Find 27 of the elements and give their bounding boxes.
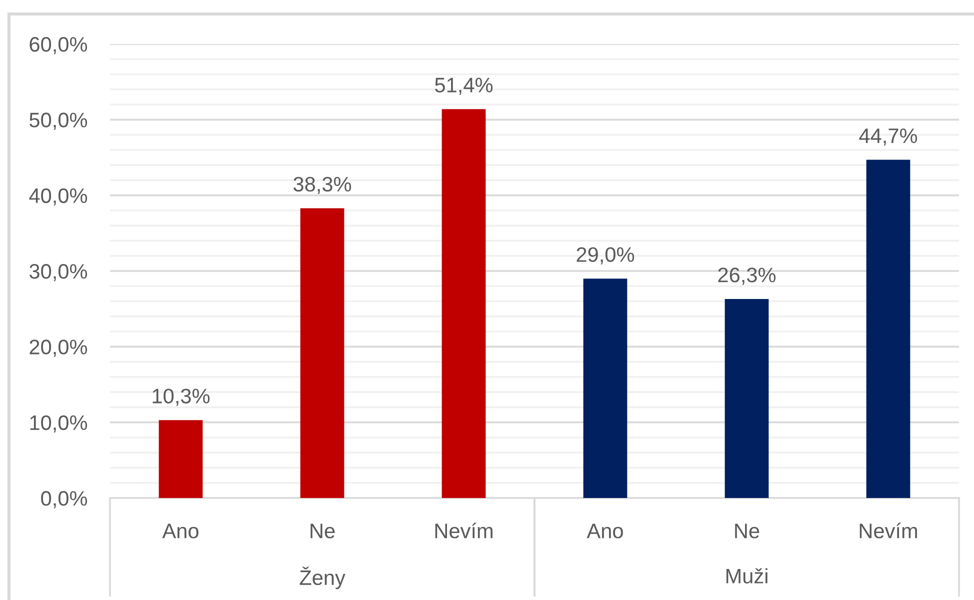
y-tick-label: 20,0% [30,340,88,357]
y-tick-label: 60,0% [30,37,88,54]
x-tick-label: Nevím [435,522,492,538]
bar [300,208,344,498]
data-label: 26,3% [718,268,776,285]
x-tick-label: Ano [162,524,198,538]
y-tick-label: 30,0% [30,264,88,282]
bar [583,278,628,498]
bar [866,160,910,498]
bar [158,420,203,498]
y-tick-label: 0,0% [41,491,88,508]
bar [442,109,486,498]
x-tick-label: Ano [586,524,623,538]
data-label: 44,7% [859,128,918,146]
bar [724,298,769,498]
text: Muži [726,568,768,584]
text: Ženy [300,566,346,590]
data-label: 38,3% [294,176,352,194]
data-label: 51,4% [435,78,493,95]
y-tick-label: 50,0% [30,112,88,130]
y-tick-label: 10,0% [30,415,88,433]
y-tick-label: 40,0% [29,188,88,206]
x-tick-label: Nevím [860,522,917,538]
data-label: 29,0% [576,247,634,264]
x-tick-label: Ne [310,524,335,538]
x-tick-label: Ne [735,524,760,538]
data-label: 10,3% [152,388,210,406]
